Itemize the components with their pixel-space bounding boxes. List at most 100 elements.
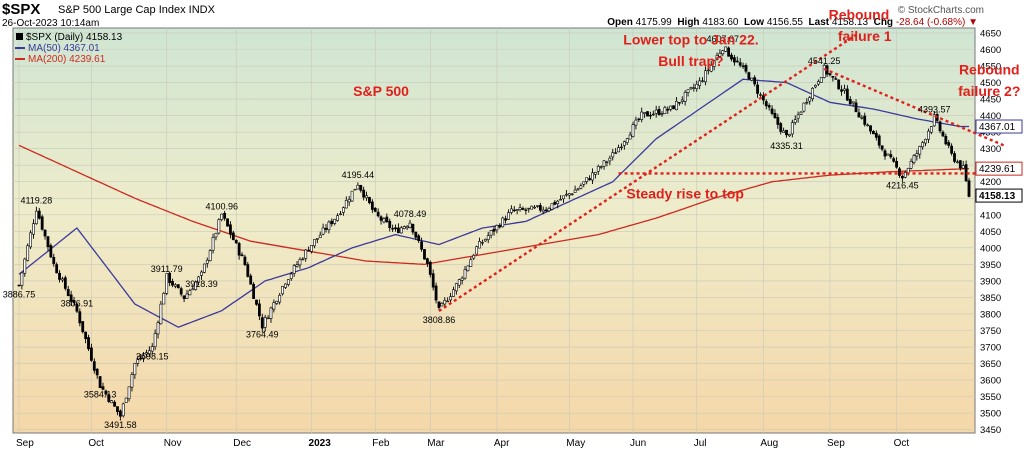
candle-body — [156, 322, 160, 335]
candle-body — [272, 302, 276, 310]
candle-body — [208, 250, 212, 262]
candle-body — [512, 209, 516, 212]
x-tick-label: Nov — [164, 438, 182, 449]
chart-legend: $SPX (Daily) 4158.13 MA(50) 4367.01 MA(2… — [15, 32, 123, 65]
x-tick-label: Sep — [16, 438, 34, 449]
candle-body — [475, 246, 479, 255]
high-value: 4183.60 — [702, 17, 739, 28]
candle-body — [147, 350, 151, 355]
annotation-text: Bull trap? — [658, 53, 723, 69]
candle-body — [932, 114, 936, 127]
candle-body — [495, 225, 499, 231]
candle-body — [958, 160, 962, 169]
candle-body — [799, 111, 803, 115]
price-value-label: 3806.91 — [61, 299, 94, 309]
candle-body — [61, 278, 64, 281]
candle-body — [785, 129, 788, 136]
candle-body — [449, 296, 452, 301]
candle-body — [107, 394, 111, 402]
candle-body — [498, 225, 502, 228]
price-value-label: 3911.79 — [151, 264, 183, 274]
candle-body — [142, 355, 145, 359]
candle-body — [863, 115, 867, 125]
y-tick-label: 4300 — [980, 144, 1001, 155]
candle-body — [425, 258, 429, 264]
candle-body — [712, 60, 716, 67]
candle-body — [796, 114, 800, 119]
candle-body — [330, 220, 334, 225]
price-tag-label: 4367.01 — [979, 122, 1016, 133]
price-tag-label: 4158.13 — [979, 191, 1016, 202]
candle-body — [171, 281, 174, 286]
symbol-description: S&P 500 Large Cap Index INDX — [58, 4, 215, 16]
candle-body — [556, 200, 560, 204]
y-tick-label: 3850 — [980, 293, 1001, 304]
candle-body — [353, 188, 357, 191]
candle-body — [507, 212, 510, 220]
candle-body — [530, 205, 534, 210]
candle-body — [947, 142, 951, 146]
candle-body — [770, 108, 774, 114]
candle-body — [704, 70, 707, 83]
candle-body — [625, 138, 629, 143]
candle-body — [81, 321, 85, 333]
candle-body — [874, 132, 878, 138]
chart-date: 26-Oct-2023 10:14am — [2, 18, 100, 29]
candle-body — [110, 400, 114, 404]
price-value-label: 4216.45 — [886, 180, 919, 190]
candle-body — [944, 135, 948, 145]
candle-body — [900, 175, 904, 179]
candle-body — [527, 207, 531, 210]
candle-body — [66, 289, 70, 296]
x-tick-label: May — [566, 438, 585, 449]
x-tick-label: Jun — [630, 438, 646, 449]
price-value-label: 3886.75 — [3, 289, 36, 299]
candle-body — [929, 126, 933, 133]
candle-body — [599, 166, 603, 168]
candle-body — [408, 222, 412, 228]
candle-body — [304, 249, 308, 259]
symbol-title: $SPX — [2, 1, 41, 18]
candle-body — [747, 72, 751, 80]
candle-body — [515, 209, 519, 211]
candle-body — [40, 216, 44, 230]
candle-body — [886, 153, 890, 156]
candle-body — [37, 210, 41, 219]
candle-body — [269, 307, 273, 319]
candle-body — [533, 206, 536, 209]
candle-body — [153, 333, 157, 348]
candle-body — [509, 208, 513, 213]
annotation-text: Rebound — [829, 7, 890, 23]
candle-body — [541, 209, 545, 213]
y-tick-label: 4100 — [980, 210, 1001, 221]
candle-body — [481, 242, 484, 244]
price-legend-label: $SPX (Daily) 4158.13 — [26, 32, 123, 43]
candle-body — [159, 303, 163, 325]
open-value: 4175.99 — [635, 17, 672, 28]
x-tick-label: Jul — [694, 438, 707, 449]
candle-body — [622, 141, 626, 146]
candle-body — [579, 185, 583, 189]
candle-body — [759, 94, 762, 96]
candle-body — [237, 243, 241, 256]
candle-body — [365, 195, 368, 199]
candle-body — [750, 77, 754, 81]
candle-body — [950, 145, 954, 154]
candle-body — [292, 265, 296, 274]
candle-body — [78, 311, 82, 324]
candle-body — [915, 153, 919, 157]
candle-body — [341, 207, 345, 213]
candle-body — [521, 208, 525, 210]
candle-body — [113, 401, 116, 407]
x-tick-label: Apr — [494, 438, 510, 449]
x-tick-label: Mar — [427, 438, 445, 449]
candle-body — [828, 73, 832, 76]
candle-body — [92, 361, 96, 371]
annotation-text: Lower top to Jan 22. — [623, 32, 758, 48]
candle-body — [620, 146, 623, 149]
x-tick-label: Oct — [88, 438, 104, 449]
candle-body — [634, 119, 638, 126]
brand-watermark: © StockCharts.com — [897, 5, 984, 16]
candle-body — [130, 374, 134, 388]
